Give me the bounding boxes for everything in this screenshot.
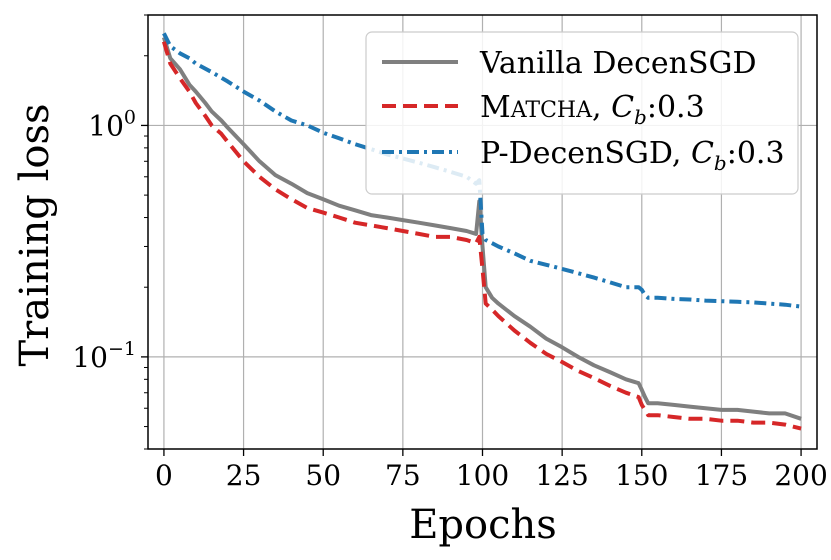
x-tick-label: 100 <box>456 459 509 492</box>
x-tick-label: 175 <box>695 459 748 492</box>
series-line-matcha <box>161 41 802 431</box>
x-tick-label: 75 <box>385 459 421 492</box>
y-tick-label: 100 <box>88 106 136 142</box>
legend-matcha-var: C <box>611 90 634 125</box>
x-tick-label: 0 <box>155 459 173 492</box>
series-layer <box>161 32 802 431</box>
x-tick-label: 150 <box>615 459 668 492</box>
legend-box <box>365 31 799 195</box>
legend-label-vanilla-decensgd: Vanilla DecenSGD <box>479 46 757 81</box>
legend-label-p-decensgd: P-DecenSGD, Cb:0.3 <box>480 136 785 175</box>
y-axis-label: Training loss <box>12 103 58 366</box>
legend-matcha-rest: ATCHA <box>510 98 593 123</box>
legend-pdecen-var: C <box>691 136 714 171</box>
x-tick-label: 25 <box>226 459 262 492</box>
legend-pdecen-rest: :0.3 <box>727 136 785 171</box>
x-axis-ticks: 0 25 50 75 100 125 150 175 200 <box>155 449 828 492</box>
x-tick-label: 50 <box>305 459 341 492</box>
x-axis-label: Epochs <box>409 502 557 548</box>
legend-pdecen-text: P-DecenSGD, <box>480 136 691 171</box>
y-tick-label: 10−1 <box>72 338 136 374</box>
legend: Vanilla DecenSGD MATCHA, Cb:0.3 P-DecenS… <box>365 31 799 195</box>
legend-pdecen-sub: b <box>714 151 727 175</box>
x-tick-label: 200 <box>774 459 827 492</box>
legend-matcha-first: M <box>480 90 511 125</box>
legend-label-matcha: MATCHA, Cb:0.3 <box>480 90 705 129</box>
legend-matcha-sep: , <box>592 90 611 125</box>
legend-matcha-sub: b <box>634 105 647 129</box>
legend-matcha-rest-value: :0.3 <box>647 90 705 125</box>
x-tick-label: 125 <box>535 459 588 492</box>
y-axis-ticks: 100 10−1 <box>72 106 148 374</box>
